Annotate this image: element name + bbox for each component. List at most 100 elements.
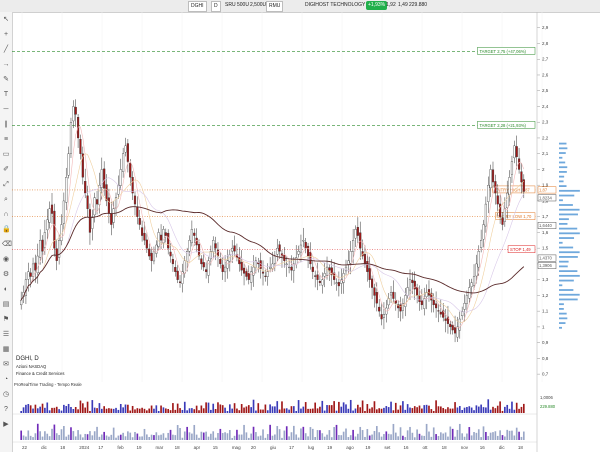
oscillator-bar <box>492 432 494 440</box>
text-icon[interactable]: T <box>3 91 9 98</box>
rectangle-icon[interactable]: ▭ <box>2 151 10 158</box>
oscillator-bar <box>352 429 354 440</box>
volume-bar <box>250 407 252 413</box>
palette-icon[interactable]: ◐ <box>3 286 9 293</box>
horizontal-line-icon[interactable]: ─ <box>3 106 9 113</box>
alert-icon[interactable]: ⚑ <box>2 316 10 323</box>
magnet-icon[interactable]: ∩ <box>3 211 9 218</box>
oscillator-bar <box>482 426 485 440</box>
symbol-field[interactable]: DGHI <box>188 1 207 12</box>
oscillator-bar <box>25 436 27 440</box>
candle-body <box>29 272 32 277</box>
fib-icon[interactable]: ≡ <box>3 136 9 143</box>
candle-body <box>34 262 37 271</box>
volume-bar <box>482 407 485 413</box>
oscillator-bar <box>307 436 309 440</box>
news-icon[interactable]: ✉ <box>3 361 9 368</box>
volume-bar <box>349 399 352 413</box>
zoom-icon[interactable]: ⌕ <box>4 196 8 203</box>
candle-body <box>112 208 115 223</box>
volume-bar <box>255 410 257 413</box>
candle-body <box>58 240 61 258</box>
volume-bar <box>89 410 91 413</box>
volume-bar <box>295 410 298 413</box>
clock-icon[interactable]: ◷ <box>2 391 10 398</box>
candle-body <box>292 263 295 271</box>
candle-body <box>72 106 75 122</box>
candle-body <box>183 260 186 274</box>
oscillator-bar <box>27 430 30 440</box>
volume-bar <box>138 408 141 413</box>
candle-body <box>302 240 305 242</box>
volume-bar <box>345 404 347 413</box>
field-0[interactable]: SRU <box>225 2 236 8</box>
oscillator-bar <box>136 433 139 440</box>
field-1[interactable]: 500U <box>237 2 249 8</box>
candle-body <box>375 292 378 304</box>
candle-body <box>522 179 525 192</box>
volume-profile-bar <box>559 279 574 282</box>
candle-body <box>449 323 452 328</box>
oscillator-bar <box>124 436 127 440</box>
oscillator-bar <box>276 426 279 440</box>
layers-icon[interactable]: ▤ <box>2 301 10 308</box>
trash-icon[interactable]: ⌫ <box>2 241 12 248</box>
oscillator-bar <box>252 426 255 440</box>
crosshair-icon[interactable]: + <box>3 31 9 38</box>
volume-profile-bar <box>559 284 563 287</box>
exchange-field[interactable]: RMU <box>266 1 284 12</box>
brush-icon[interactable]: ✐ <box>3 166 9 173</box>
candle-body <box>98 185 101 205</box>
volume-bar <box>112 408 115 413</box>
price-badge-label: 1,6440 <box>539 223 552 228</box>
x-tick-label: lug <box>308 445 315 450</box>
oscillator-bar <box>522 431 525 440</box>
price-badge <box>537 222 557 229</box>
x-tick-label: 19 <box>365 445 371 450</box>
settings-icon[interactable]: ⚙ <box>2 271 10 278</box>
pencil-icon[interactable]: ✎ <box>3 76 9 83</box>
volume-bar <box>240 404 243 413</box>
field-2[interactable]: 2,500U <box>250 2 267 8</box>
play-icon[interactable]: ▶ <box>3 421 9 428</box>
volume-bar <box>392 410 395 413</box>
calendar-icon[interactable]: ▦ <box>2 346 10 353</box>
oscillator-bar <box>259 435 262 440</box>
candle-body <box>150 252 153 261</box>
interval-field[interactable]: D <box>211 1 221 12</box>
eye-icon[interactable]: ◉ <box>2 256 10 263</box>
oscillator-bar <box>473 432 475 440</box>
measure-icon[interactable]: ⤢ <box>3 181 9 188</box>
candle-body <box>148 248 151 257</box>
volume-bar <box>330 405 333 413</box>
oscillator-bar <box>328 430 331 440</box>
candle-body <box>74 106 77 115</box>
help-icon[interactable]: ? <box>4 406 8 413</box>
candle-body <box>427 289 431 296</box>
watchlist-icon[interactable]: ☰ <box>2 331 10 338</box>
candle-body <box>174 267 177 272</box>
pie-icon[interactable]: ◔ <box>3 376 9 383</box>
ma-long-line <box>20 206 525 301</box>
trend-line-icon[interactable]: ╱ <box>3 46 9 53</box>
cursor-icon[interactable]: ↖ <box>3 16 9 23</box>
oscillator-bar <box>238 434 241 440</box>
oscillator-bar <box>115 437 117 440</box>
lock-icon[interactable]: 🔒 <box>2 226 11 233</box>
oscillator-bar <box>172 434 174 440</box>
candle-body <box>226 260 229 269</box>
volume-bar <box>314 402 317 413</box>
level-label: TARGET 2,28 (+21,93%) <box>479 123 526 128</box>
oscillator-bar <box>385 431 388 440</box>
oscillator-bar <box>319 430 321 440</box>
candle-body <box>141 227 144 236</box>
oscillator-bar <box>153 435 155 440</box>
volume-bar <box>468 406 471 413</box>
parallel-channel-icon[interactable]: ∥ <box>4 121 8 128</box>
candle-body <box>309 252 312 265</box>
candle-body <box>347 260 350 265</box>
oscillator-bar <box>380 436 383 440</box>
oscillator-bar <box>51 428 53 440</box>
x-tick-label: 18 <box>442 445 448 450</box>
ray-icon[interactable]: → <box>2 61 10 68</box>
